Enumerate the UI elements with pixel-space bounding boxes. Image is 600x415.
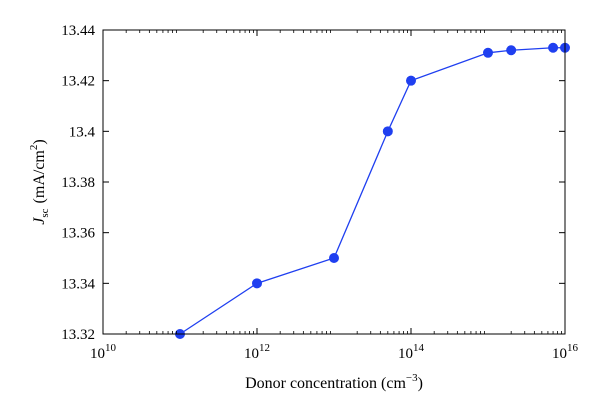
y-tick-label: 13.34 [61,276,95,292]
x-axis-label-sup: −3 [406,372,418,384]
y-axis-label-main: J [31,217,48,225]
series-line [179,47,565,335]
data-point [548,42,559,53]
y-tick-label: 13.44 [61,23,95,39]
y-axis-label: Jsc (mA/cm2) [28,139,51,224]
x-tick-label: 1010 [90,342,117,362]
y-axis-label-units: (mA/cm [31,150,48,204]
y-tick-label: 13.32 [61,327,95,343]
data-point [329,253,339,263]
plot-frame [102,29,566,335]
x-tick-label: 1014 [398,342,425,362]
y-axis-label-sub: sc [39,208,51,217]
y-tick-label: 13.38 [61,175,95,191]
y-tick-label: 13.4 [69,124,96,140]
axes: 1010 1012 1014 1016 13.32 13.34 13.36 13.38 13.4… [61,23,578,362]
data-point [382,126,393,137]
x-tick-label: 1012 [244,342,270,362]
data-point [483,47,493,58]
data-point [506,45,517,56]
x-axis-label-main: Donor concentration (cm [245,375,406,392]
y-axis-label-close: ) [31,139,48,144]
data-point [252,278,262,289]
x-axis-label: Donor concentration (cm−3) [245,372,423,392]
y-tick-label: 13.42 [61,74,95,90]
y-axis-label-sup: 2 [28,145,40,151]
plot-area [175,42,570,339]
data-point [406,75,416,86]
x-tick-label: 1016 [552,342,579,362]
y-tick-label: 13.36 [61,226,95,242]
x-axis-label-close: ) [418,375,423,392]
